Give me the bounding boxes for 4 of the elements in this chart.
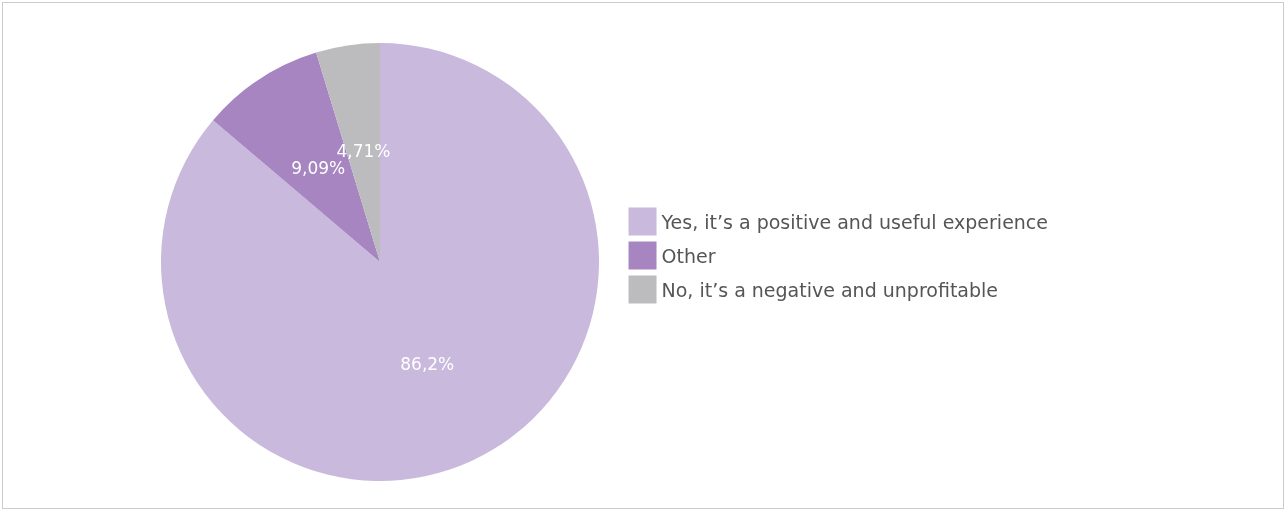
data-label: 86,2% — [400, 354, 455, 375]
legend-label: No, it’s a negative and unprofitable — [661, 278, 999, 301]
legend-label: Yes, it’s a positive and useful experience — [660, 210, 1049, 233]
legend-label: Other — [661, 244, 716, 267]
